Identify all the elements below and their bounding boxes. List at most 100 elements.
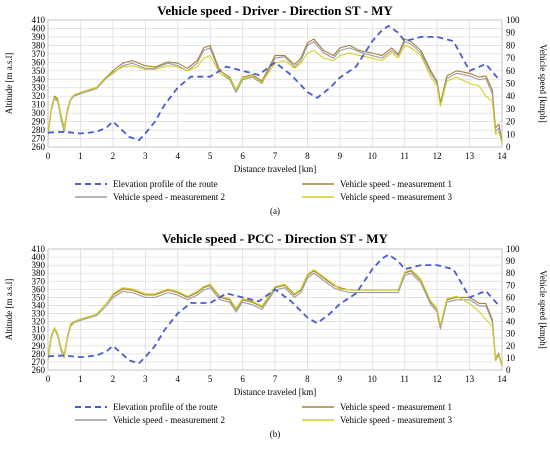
y-tick-label: 330 [32,309,46,319]
y2-tick-label: 30 [506,104,516,114]
y2-tick-label: 30 [506,329,516,339]
y-tick-label: 330 [32,83,46,93]
x-tick-label: 14 [498,374,508,384]
x-tick-label: 6 [240,374,245,384]
y-tick-label: 310 [32,100,46,110]
x-tick-label: 13 [465,374,475,384]
x-tick-label: 10 [368,374,378,384]
x-tick-label: 1 [78,151,83,161]
chart-title: Vehicle speed - Driver - Direction ST - … [157,3,393,18]
panel-label: (a) [270,206,280,216]
y-tick-label: 360 [32,57,46,67]
y-tick-label: 260 [32,365,46,375]
y-axis-label: Altitude [m a.s.l] [4,279,14,341]
gridlines [47,19,503,148]
legend-label-4: Vehicle speed - measurement 3 [340,415,452,425]
y2-axis-label: Vehicle speed [kmph] [538,270,548,348]
x-tick-label: 4 [175,374,180,384]
x-tick-label: 6 [240,151,245,161]
x-tick-label: 8 [305,151,310,161]
y-tick-label: 370 [32,276,46,286]
legend-label-1: Elevation profile of the route [113,179,217,189]
chart-panel-2: Vehicle speed - PCC - Direction ST - MY 2… [4,231,548,439]
x-tick-label: 4 [175,151,180,161]
legend-label-1: Elevation profile of the route [113,402,217,412]
y-tick-label: 290 [32,117,46,127]
chart-title: Vehicle speed - PCC - Direction ST - MY [162,231,388,246]
y-tick-label: 270 [32,134,46,144]
legend-label-2: Vehicle speed - measurement 1 [340,402,452,412]
x-tick-label: 2 [111,151,116,161]
series-line-1 [48,253,500,365]
x-tick-label: 3 [143,151,148,161]
x-tick-label: 5 [208,151,213,161]
y2-tick-label: 50 [506,305,516,315]
x-tick-label: 10 [368,151,378,161]
x-tick-label: 0 [46,151,51,161]
y2-tick-label: 60 [506,292,516,302]
x-tick-label: 11 [400,374,409,384]
y2-tick-label: 40 [506,91,516,101]
y2-tick-label: 10 [506,353,516,363]
y-tick-label: 260 [32,142,46,152]
x-tick-label: 9 [338,374,343,384]
y2-tick-label: 70 [506,53,516,63]
series-line-1 [48,24,500,142]
y2-tick-label: 90 [506,256,516,266]
y-tick-label: 400 [32,23,46,33]
x-axis-label: Distance traveled [km] [234,387,316,397]
y2-tick-label: 100 [506,244,520,254]
panel-label: (b) [270,429,281,439]
x-tick-label: 13 [465,151,475,161]
y-tick-label: 340 [32,300,46,310]
y-tick-label: 410 [32,15,46,25]
y2-tick-label: 70 [506,280,516,290]
x-tick-label: 9 [338,151,343,161]
y-tick-label: 300 [32,333,46,343]
gridlines [47,248,503,371]
y-tick-label: 300 [32,108,46,118]
x-tick-label: 8 [305,374,310,384]
y-tick-label: 320 [32,91,46,101]
y-tick-label: 290 [32,341,46,351]
x-tick-label: 14 [498,151,508,161]
y2-tick-label: 80 [506,40,516,50]
y2-tick-label: 40 [506,317,516,327]
x-tick-label: 12 [433,151,442,161]
y-tick-label: 390 [32,260,46,270]
y-tick-label: 280 [32,125,46,135]
y2-tick-label: 20 [506,117,516,127]
x-tick-label: 7 [273,374,278,384]
y-tick-label: 280 [32,349,46,359]
y-tick-label: 380 [32,268,46,278]
y2-tick-label: 60 [506,66,516,76]
x-tick-label: 0 [46,374,51,384]
x-tick-label: 7 [273,151,278,161]
y2-tick-label: 10 [506,129,516,139]
y-tick-label: 340 [32,74,46,84]
legend-label-4: Vehicle speed - measurement 3 [340,192,452,202]
y-tick-label: 350 [32,66,46,76]
x-tick-label: 12 [433,374,442,384]
y2-tick-label: 0 [506,365,511,375]
y-tick-label: 390 [32,32,46,42]
y-tick-label: 320 [32,317,46,327]
y-tick-label: 270 [32,357,46,367]
y2-tick-label: 50 [506,79,516,89]
y-tick-label: 310 [32,325,46,335]
y-tick-label: 410 [32,244,46,254]
y2-tick-label: 20 [506,341,516,351]
x-tick-label: 11 [400,151,409,161]
y-tick-label: 350 [32,292,46,302]
y-tick-label: 370 [32,49,46,59]
y2-axis-label: Vehicle speed [kmph] [538,44,548,122]
x-tick-label: 1 [78,374,83,384]
x-tick-label: 3 [143,374,148,384]
plot-area-frame [47,248,503,371]
y-tick-label: 380 [32,40,46,50]
legend-label-3: Vehicle speed - measurement 2 [113,192,225,202]
plot-area-frame [47,19,503,148]
series-line-4 [48,269,503,367]
y2-tick-label: 0 [506,142,511,152]
